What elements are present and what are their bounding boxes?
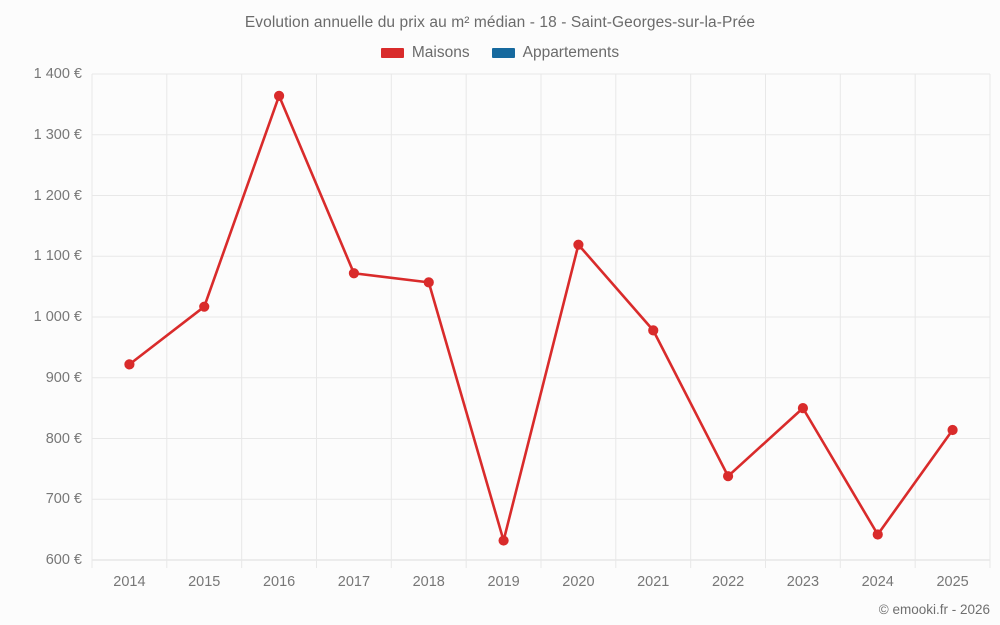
- legend-label-appartements: Appartements: [522, 44, 620, 61]
- x-axis-tick-label: 2025: [936, 574, 969, 590]
- data-point: [273, 90, 285, 101]
- y-axis-tick-label: 1 100 €: [33, 248, 82, 265]
- data-point: [199, 301, 210, 312]
- legend-swatch-appartements: [491, 48, 515, 58]
- y-axis-tick-label: 800 €: [45, 430, 82, 447]
- y-axis-tick-label: 1 000 €: [33, 309, 82, 325]
- x-axis-tick-label: 2024: [861, 574, 894, 590]
- y-axis-tick-label: 1 400 €: [33, 66, 82, 82]
- series-maisons: [124, 90, 958, 546]
- data-point: [872, 529, 883, 540]
- series-line: [128, 94, 954, 542]
- x-axis-tick-label: 2017: [337, 574, 371, 590]
- y-axis-tick-label: 1 200 €: [33, 187, 82, 204]
- x-axis-tick-label: 2018: [412, 574, 445, 590]
- data-point: [348, 268, 360, 279]
- legend-label-maisons: Maisons: [411, 44, 470, 61]
- data-point: [648, 325, 659, 336]
- y-axis-tick-label: 900 €: [45, 369, 82, 386]
- data-point: [573, 239, 584, 250]
- x-axis-tick-label: 2015: [188, 574, 221, 590]
- data-point: [947, 424, 958, 436]
- gridlines-vertical: [91, 74, 991, 568]
- legend-swatch-maisons: [380, 48, 404, 58]
- x-axis-tick-label: 2019: [487, 574, 520, 590]
- data-point: [722, 471, 734, 482]
- data-point: [498, 535, 509, 546]
- copyright-credit: © emooki.fr - 2026: [878, 602, 990, 617]
- chart-legend: Maisons Appartements: [0, 44, 1000, 62]
- x-axis-tick-label: 2021: [637, 574, 670, 590]
- chart-title: Evolution annuelle du prix au m² médian …: [244, 14, 756, 31]
- data-point: [797, 403, 809, 414]
- data-point: [124, 359, 135, 370]
- x-axis-tick-label: 2022: [711, 574, 745, 590]
- x-axis-tick-label: 2020: [562, 574, 595, 590]
- y-axis-tick-labels: 600 € 700 € 800 € 900 € 1 000 € 1 100 € 1 200 …: [0, 0, 82, 625]
- legend-item-appartements[interactable]: Appartements: [491, 44, 620, 62]
- y-axis-tick-label: 1 300 €: [33, 126, 82, 143]
- y-axis-tick-label: 600 €: [45, 552, 82, 568]
- x-axis-tick-label: 2023: [786, 574, 820, 590]
- legend-item-maisons[interactable]: Maisons: [380, 44, 470, 62]
- y-axis-tick-label: 700 €: [45, 491, 82, 508]
- x-axis-tick-label: 2016: [262, 574, 296, 590]
- data-point: [423, 277, 434, 288]
- x-axis-tick-label: 2014: [113, 574, 146, 590]
